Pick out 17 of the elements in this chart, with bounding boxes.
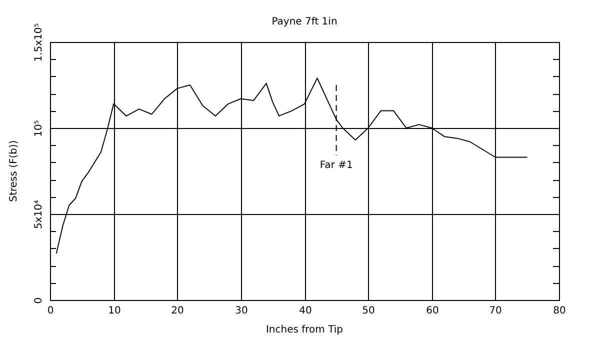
y-axis-title: Stress (F(b)) xyxy=(8,140,20,202)
x-tick-label: 60 xyxy=(426,306,439,317)
x-tick-label: 70 xyxy=(489,306,502,317)
x-tick-label: 30 xyxy=(235,306,248,317)
x-tick-label: 20 xyxy=(171,306,184,317)
x-tick-label: 10 xyxy=(108,306,121,317)
x-tick-label: 50 xyxy=(362,306,375,317)
x-axis-title: Inches from Tip xyxy=(266,324,344,336)
chart-title: Payne 7ft 1in xyxy=(272,16,338,28)
y-tick-label: 1.5x10⁵ xyxy=(34,23,45,62)
y-tick-label: 5x10⁴ xyxy=(34,200,45,230)
y-tick-label: 0 xyxy=(34,297,45,304)
x-tick-label: 0 xyxy=(47,306,54,317)
y-tick-label: 10⁵ xyxy=(34,120,45,137)
x-tick-label: 40 xyxy=(299,306,312,317)
annotation: Far #1 xyxy=(320,160,353,172)
x-tick-label: 80 xyxy=(553,306,566,317)
